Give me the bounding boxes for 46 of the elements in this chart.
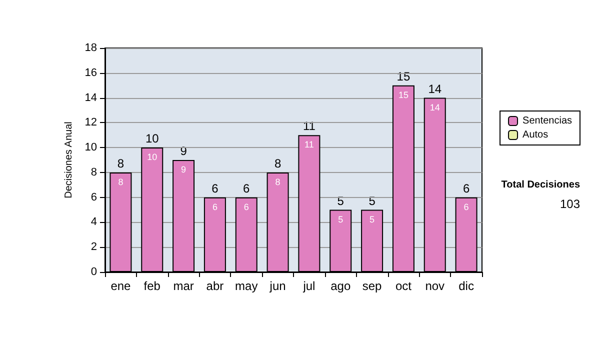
legend-label: Autos <box>522 130 548 140</box>
text: 103 <box>560 197 580 211</box>
x-tick-label: may <box>235 279 258 293</box>
x-tick-label: jul <box>302 279 316 293</box>
total-label: 8 <box>274 156 282 170</box>
x-tick-label: oct <box>395 279 412 293</box>
y-tick-label: 0 <box>90 266 97 278</box>
x-tick-label: jun <box>268 279 286 293</box>
x-tick-label: dic <box>458 279 474 293</box>
total-label: 10 <box>145 132 160 146</box>
y-tick-label: 14 <box>84 92 97 104</box>
data-label: 6 <box>244 202 249 212</box>
data-label: 8 <box>118 176 124 187</box>
x-tick-label: nov <box>425 279 445 293</box>
data-label: 8 <box>275 176 280 187</box>
total-label: 8 <box>117 156 124 170</box>
data-label: 6 <box>212 202 218 212</box>
total-label: 14 <box>428 82 442 96</box>
x-tick-label: feb <box>144 279 161 293</box>
data-label: 15 <box>398 90 408 100</box>
y-tick-label: 6 <box>90 191 97 204</box>
y-tick-label: 12 <box>84 116 97 129</box>
y-tick-label: 10 <box>84 142 97 154</box>
data-label: 11 <box>304 140 314 150</box>
x-tick-label: mar <box>173 279 194 293</box>
y-tick-label: 4 <box>90 216 97 228</box>
data-label: 6 <box>464 202 469 212</box>
text: Total Decisiones <box>501 180 580 190</box>
total-label: 6 <box>212 181 219 196</box>
x-tick-label: ago <box>330 279 351 293</box>
data-label: 9 <box>181 164 186 174</box>
y-axis-title: Decisiones Anual <box>63 122 74 198</box>
legend-label: Sentencias <box>522 116 572 126</box>
y-tick-label: 18 <box>84 42 97 54</box>
x-tick-label: abr <box>206 279 224 293</box>
y-tick-label: 16 <box>84 66 97 79</box>
data-label: 10 <box>147 152 158 162</box>
total-label: 6 <box>243 181 250 196</box>
data-label: 5 <box>370 214 375 224</box>
y-tick-label: 8 <box>90 166 97 178</box>
y-tick-label: 2 <box>90 241 97 254</box>
data-label: 5 <box>338 214 344 224</box>
x-tick-label: ene <box>110 279 132 293</box>
x-tick-label: sep <box>362 279 382 293</box>
data-label: 14 <box>430 102 440 112</box>
total-label: 6 <box>462 181 470 196</box>
